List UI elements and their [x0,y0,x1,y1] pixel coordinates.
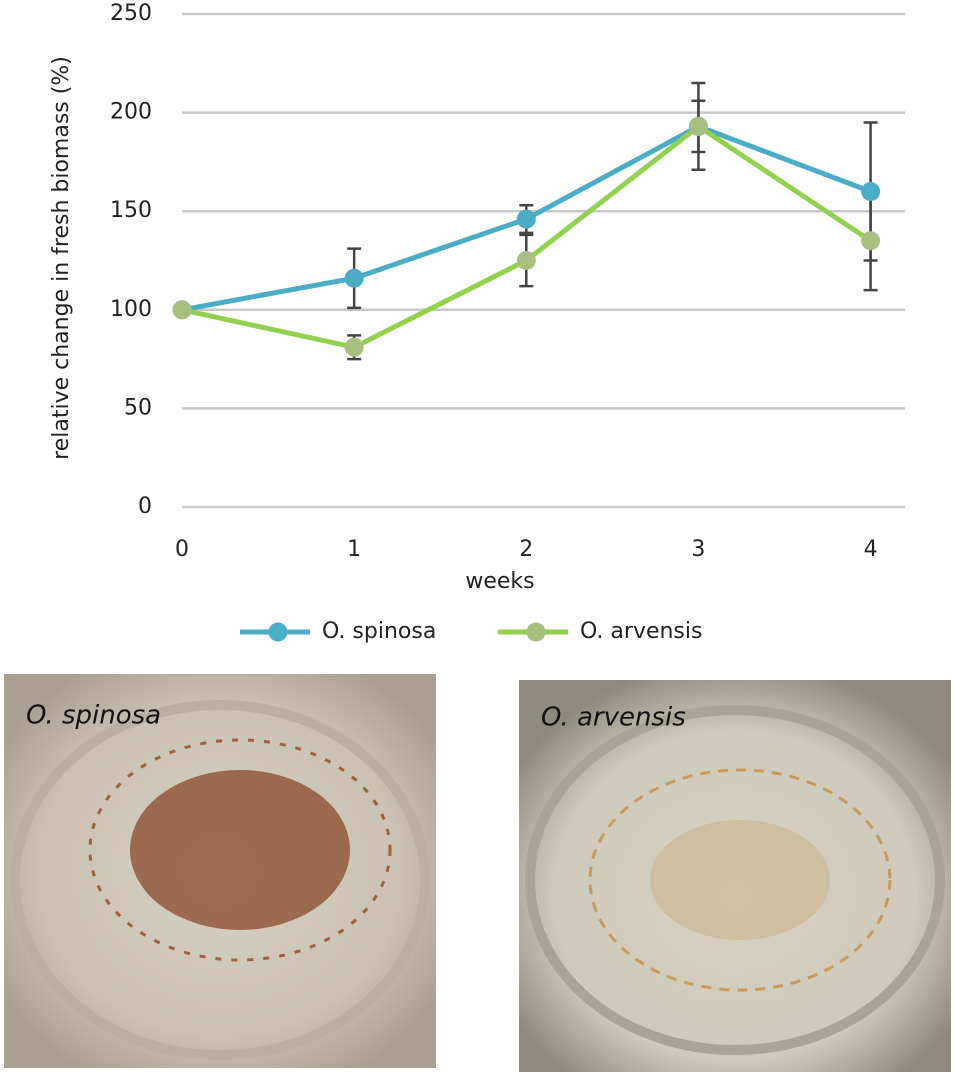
alga-strands [588,768,892,992]
point [172,300,192,320]
dish-rim [525,705,945,1055]
y-tick-label: 0 [138,494,152,519]
point [516,251,536,270]
point [861,181,881,201]
legend-label: O. arvensis [580,619,702,644]
x-axis-label: weeks [465,569,534,594]
point [516,209,536,229]
legend-label: O. spinosa [322,619,436,644]
y-tick-label: 150 [110,198,152,223]
y-tick-label: 200 [110,100,152,125]
alga-strands [88,738,392,962]
point [344,337,364,357]
alga [130,770,350,930]
y-tick-label: 100 [110,297,152,322]
x-tick-label: 1 [347,537,361,562]
point [344,268,364,288]
point [688,116,708,136]
y-tick-label: 250 [110,1,152,26]
photo-label: O. spinosa [26,701,161,731]
alga [650,820,830,940]
photo-label: O. arvensis [541,703,686,733]
x-tick-label: 4 [864,537,878,562]
point [861,231,881,251]
legend-marker [268,622,288,642]
x-tick-label: 3 [691,537,705,562]
y-axis-label: relative change in fresh biomass (%) [49,56,74,460]
photo-panel: O. arvensis [519,680,951,1072]
y-tick-label: 50 [124,395,152,420]
dish-rim [10,700,430,1060]
photo-panel: O. spinosa [4,674,436,1068]
x-tick-label: 2 [519,537,533,562]
x-tick-label: 0 [175,537,189,562]
legend-marker [526,622,546,642]
